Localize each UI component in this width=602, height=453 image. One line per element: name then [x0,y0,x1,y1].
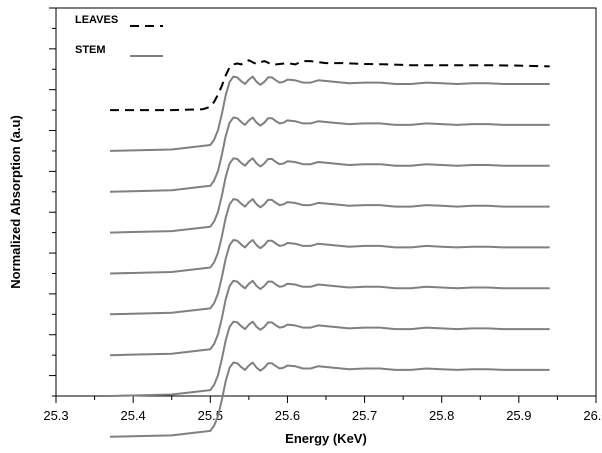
series-stem-line-6 [109,279,550,357]
x-tick-label: 25.7 [352,408,377,423]
series-stem-line-1 [109,75,550,152]
series-stem-line-7 [109,320,550,397]
x-axis-title: Energy (KeV) [285,431,367,446]
x-tick-label: 25.9 [506,408,531,423]
x-tick-label: 25.8 [429,408,454,423]
x-ticks: 25.325.425.525.625.725.825.926.0 [43,396,602,423]
series-group [109,59,550,438]
x-tick-label: 25.3 [43,408,68,423]
x-tick-label: 26.0 [583,408,602,423]
series-stem-line-4 [109,198,550,275]
series-stem-line-8 [109,361,550,438]
x-tick-label: 25.4 [120,408,145,423]
y-ticks [49,7,56,397]
series-stem-line-5 [109,239,550,316]
series-stem-line-3 [109,157,550,234]
series-leaves-line [110,59,550,112]
legend: LEAVES STEM [75,14,163,57]
legend-label-stem: STEM [75,44,106,56]
series-stem-line-2 [109,116,550,193]
y-axis-title: Normalized Absorption (a.u) [8,115,23,289]
legend-label-leaves: LEAVES [75,14,118,26]
x-tick-label: 25.6 [275,408,300,423]
